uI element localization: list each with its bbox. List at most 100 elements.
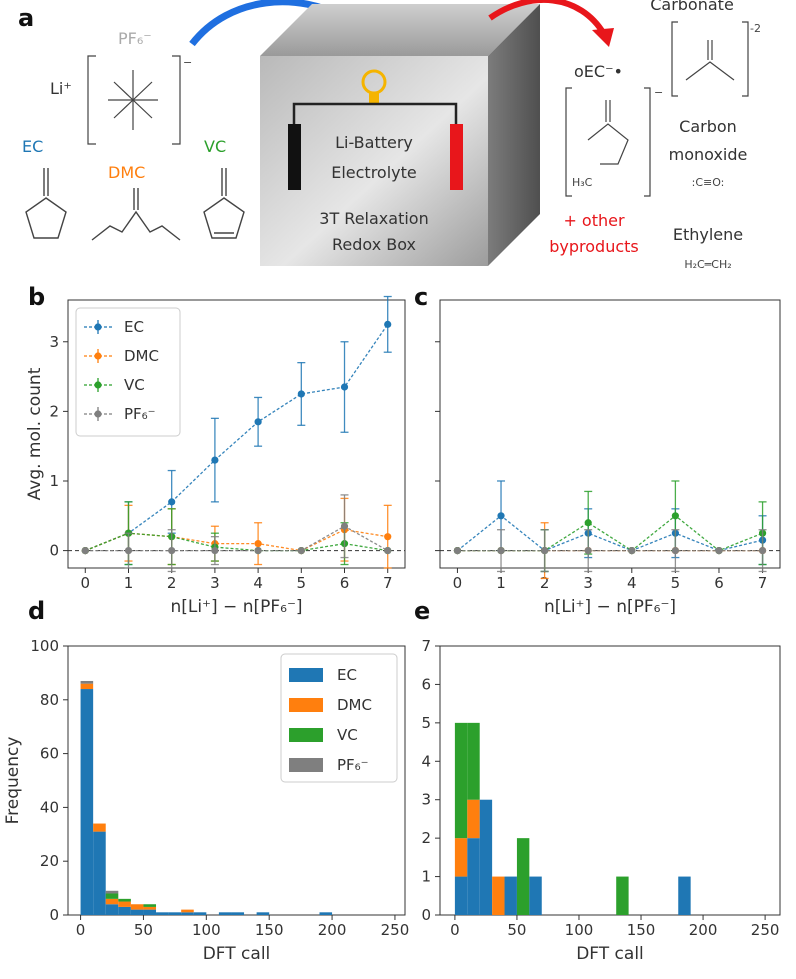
- x-tick-label: 7: [383, 574, 393, 592]
- bar-segment-dmc: [181, 909, 194, 913]
- legend-swatch: [289, 728, 323, 742]
- panel-label-c: c: [414, 283, 428, 311]
- legend-swatch: [94, 323, 102, 331]
- data-point: [384, 546, 392, 555]
- x-tick-label: 6: [340, 574, 350, 592]
- x-tick-label: 50: [134, 921, 153, 939]
- dmc-label: DMC: [108, 163, 145, 182]
- series-pf6: [81, 494, 392, 573]
- x-tick-label: 0: [81, 574, 91, 592]
- pf6-charge: −: [183, 56, 192, 69]
- histogram-bin: [93, 823, 106, 915]
- x-tick-label: 0: [76, 921, 86, 939]
- series-line: [85, 525, 389, 552]
- ec-label: EC: [22, 137, 43, 156]
- bar-segment-dmc: [105, 898, 119, 905]
- panel-e-histogram: e 0 50 100 150 200 250 0 1 2 3 4 5 6 7 DFT call: [414, 597, 781, 964]
- y-tick-label: 4: [421, 752, 431, 770]
- data-point: [671, 512, 679, 520]
- bar-segment-ec: [231, 912, 245, 915]
- bar-segment-pf6: [105, 890, 119, 894]
- data-point: [168, 546, 176, 555]
- legend-swatch: [289, 758, 323, 772]
- bar-segment-ec: [678, 876, 691, 915]
- panel-label-b: b: [28, 283, 45, 311]
- vc-label: VC: [204, 137, 226, 156]
- series-line: [457, 514, 763, 552]
- box-line-3: 3T Relaxation: [319, 209, 428, 228]
- ethylene-label: Ethylene: [673, 225, 743, 244]
- legend-label-ec: EC: [337, 666, 357, 684]
- y-tick-label: 80: [40, 691, 59, 709]
- x-tick-label: 4: [627, 574, 637, 592]
- histogram-bin: [143, 904, 157, 915]
- dmc-structure: [91, 188, 181, 241]
- x-tick-label: 200: [318, 921, 347, 939]
- data-point: [671, 546, 679, 555]
- legend-swatch: [94, 381, 102, 389]
- y-tick-label: 0: [421, 906, 431, 924]
- x-tick-label: 100: [192, 921, 221, 939]
- bar-segment-vc: [118, 898, 131, 902]
- y-tick-label: 0: [49, 542, 59, 560]
- y-tick-label: 20: [40, 852, 59, 870]
- co-formula: :C≡O:: [692, 176, 725, 189]
- bar-segment-ec: [319, 912, 333, 915]
- x-tick-label: 150: [627, 921, 656, 939]
- data-point: [384, 533, 392, 541]
- bar-segment-ec: [467, 838, 480, 915]
- data-point: [254, 540, 262, 548]
- histogram-bin: [454, 722, 468, 915]
- x-tick-label: 6: [714, 574, 724, 592]
- panel-d-histogram: d 0 50 100 150 200 250 0 20 40 60 80 100 DFT call Freq…: [3, 597, 409, 964]
- x-tick-label: 3: [210, 574, 220, 592]
- bar-segment-ec: [504, 876, 517, 915]
- legend: EC DMC VC PF₆⁻: [75, 307, 181, 437]
- legend-swatch: [94, 352, 102, 360]
- carbonate-label: Carbonate: [650, 0, 734, 14]
- histogram-bin: [616, 876, 629, 915]
- x-tick-label: 3: [583, 574, 593, 592]
- legend-box: [75, 307, 181, 437]
- data-point: [297, 390, 305, 398]
- oec-charge: −: [654, 86, 663, 99]
- bar-segment-dmc: [118, 901, 131, 907]
- histogram-bin: [181, 909, 194, 915]
- histogram-bin: [479, 799, 493, 915]
- series-line: [85, 529, 388, 552]
- y-tick-label: 40: [40, 798, 59, 816]
- legend-box: [280, 653, 398, 783]
- legend-swatch: [94, 410, 102, 418]
- y-tick-label: 2: [421, 829, 431, 847]
- bar-segment-dmc: [492, 876, 505, 915]
- bar-segment-ec: [181, 912, 194, 915]
- data-point: [254, 418, 262, 426]
- y-axis-label: Frequency: [3, 737, 23, 825]
- series-line: [85, 532, 388, 552]
- x-tick-label: 100: [565, 921, 594, 939]
- x-axis-label: DFT call: [576, 944, 644, 964]
- y-axis-label: Avg. mol. count: [25, 367, 45, 500]
- histogram-bin: [105, 890, 119, 915]
- box-line-4: Redox Box: [332, 235, 416, 254]
- data-point: [715, 546, 723, 555]
- panel-label-e: e: [414, 597, 430, 625]
- x-tick-label: 0: [453, 574, 463, 592]
- legend-label-vc: VC: [337, 726, 358, 744]
- x-tick-label: 0: [450, 921, 460, 939]
- co-label-1: Carbon: [679, 117, 737, 136]
- plot-frame: [439, 645, 781, 916]
- other-byproducts-2: byproducts: [549, 237, 639, 256]
- carbonate-structure: [671, 21, 749, 97]
- data-point: [628, 546, 636, 555]
- data-point: [340, 383, 349, 391]
- y-tick-label: 60: [40, 745, 59, 763]
- output-arrow-head: [592, 28, 614, 47]
- x-tick-label: 5: [671, 574, 681, 592]
- plot-frame: [439, 299, 781, 569]
- y-tick-label: 3: [49, 333, 59, 351]
- x-axis-label: n[Li⁺] − n[PF₆⁻]: [544, 597, 676, 617]
- histogram-bin: [504, 876, 517, 915]
- x-tick-label: 250: [381, 921, 410, 939]
